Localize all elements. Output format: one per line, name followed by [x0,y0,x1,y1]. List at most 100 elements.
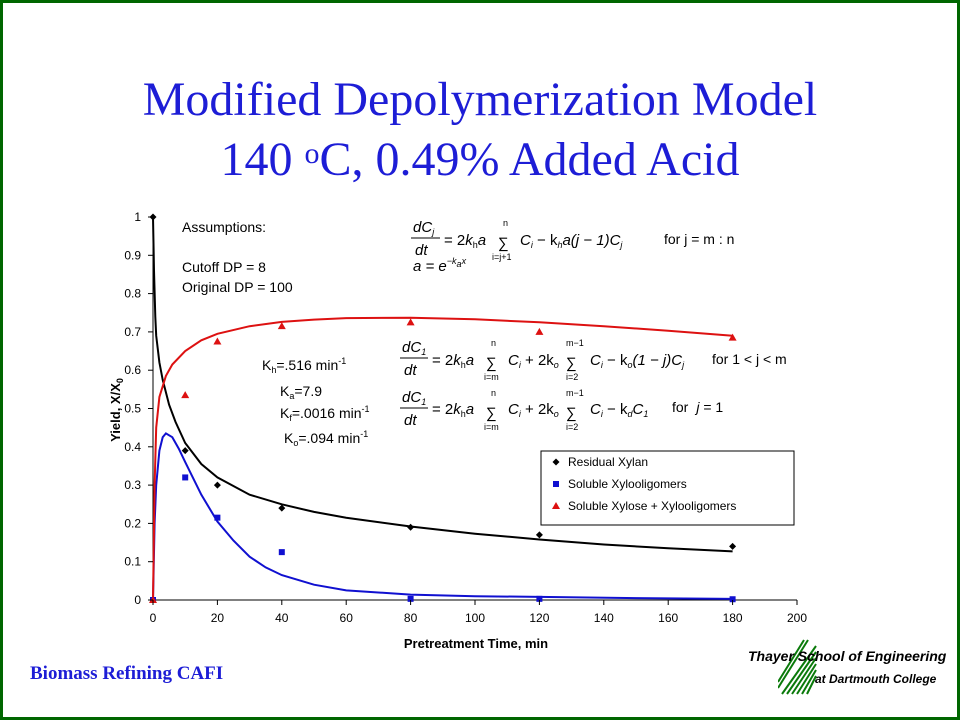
svg-text:dC1: dC1 [402,339,426,357]
residual-xylan-point [181,447,189,455]
cutoff-dp-label: Cutoff DP = 8 [182,259,266,275]
svg-text:Ci + 2ko: Ci + 2ko [508,352,559,370]
equation-3: dC1 dt = 2kha ∑ n i=m Ci + 2ko ∑ m−1 i=2… [400,388,648,432]
x-tick-label: 200 [787,611,807,625]
soluble-xylooligomers-fit-line [152,432,733,601]
svg-text:n: n [491,388,496,398]
svg-text:Ci − kdC1: Ci − kdC1 [590,401,648,419]
x-tick-label: 160 [658,611,678,625]
svg-text:m−1: m−1 [566,388,584,398]
data-points [149,213,737,603]
svg-text:Ci − ko(1 − j)Cj: Ci − ko(1 − j)Cj [590,352,685,370]
soluble-xylose-xylooligomers-point [728,333,737,341]
soluble-xylose-xylooligomers-point [181,391,190,399]
residual-xylan-legend-marker [552,458,560,466]
x-tick-label: 0 [150,611,157,625]
condition-1: for j = m : n [664,231,734,247]
x-tick-label: 40 [275,611,289,625]
soluble-xylose-xylooligomers-point [406,318,415,326]
y-tick-label: 0.3 [124,478,141,492]
svg-text:∑: ∑ [486,405,497,422]
svg-text:Ci + 2ko: Ci + 2ko [508,401,559,419]
svg-text:dC1: dC1 [402,389,426,407]
x-tick-label: 20 [211,611,225,625]
x-axis-label: Pretreatment Time, min [404,636,548,651]
svg-text:m−1: m−1 [566,338,584,348]
svg-text:dCj: dCj [413,219,435,237]
residual-xylan-legend-label: Residual Xylan [568,455,648,469]
y-tick-label: 1 [134,210,141,224]
soluble-xylooligomers-point [278,549,285,556]
ko-label: Ko=.094 min-1 [284,429,368,448]
svg-text:i=m: i=m [484,422,499,432]
title-conditions: C, 0.49% Added Acid [319,133,740,186]
legend-entries: Residual Xylan Soluble Xylooligomers Solub… [552,455,736,513]
legend: Residual Xylan Soluble Xylooligomers Solub… [540,450,795,526]
soluble-xylooligomers-point [214,514,221,521]
title-temp: 140 [220,133,305,186]
svg-text:dt: dt [415,242,428,259]
y-tick-label: 0.1 [124,555,141,569]
equation-2: dC1 dt = 2kha ∑ n i=m Ci + 2ko ∑ m−1 i=2… [400,338,685,382]
svg-text:n: n [491,338,496,348]
soluble-xylose-xylooligomers-legend-label: Soluble Xylose + Xylooligomers [568,499,736,513]
thayer-logo-line1: Thayer School of Engineering [748,648,947,664]
kh-label: Kh=.516 min-1 [262,356,346,375]
svg-text:= 2kha: = 2kha [432,401,474,419]
equation-1: dCj dt = 2kha ∑ n i=j+1 Ci − kha(j − 1)C… [411,218,623,275]
residual-xylan-point [213,481,221,489]
soluble-xylooligomers-point [729,596,736,603]
soluble-xylose-xylooligomers-point [277,322,286,330]
title-degree: o [304,137,320,170]
soluble-xylooligomers-legend-marker [553,481,559,487]
svg-text:∑: ∑ [498,235,509,252]
thayer-logo-icon [778,639,817,695]
soluble-xylose-xylooligomers-legend-marker [552,502,560,509]
assumptions-label: Assumptions: [182,219,266,235]
residual-xylan-point [278,504,286,512]
y-tick-label: 0.5 [124,402,141,416]
condition-3: for j = 1 [672,399,723,415]
soluble-xylose-xylooligomers-fit-line [152,316,733,601]
svg-text:dt: dt [404,412,417,429]
y-tick-label: 0.2 [124,516,141,530]
slide-title-line2: 140 oC, 0.49% Added Acid [0,132,960,188]
legend-box [540,450,795,526]
soluble-xylose-xylooligomers-point [535,327,544,335]
y-tick-label: 0.8 [124,287,141,301]
original-dp-label: Original DP = 100 [182,279,293,295]
svg-text:i=2: i=2 [566,372,578,382]
y-tick-label: 0.4 [124,440,141,454]
x-tick-label: 180 [723,611,743,625]
svg-text:dt: dt [404,362,417,379]
svg-text:i=2: i=2 [566,422,578,432]
y-axis-label: Yield, X/X0 [108,378,125,442]
svg-text:n: n [503,218,508,228]
footer-label: Biomass Refining CAFI [30,663,224,684]
fit-curves [152,216,733,601]
x-tick-label: 80 [404,611,418,625]
x-tick-label: 120 [529,611,549,625]
x-tick-label: 100 [465,611,485,625]
svg-text:∑: ∑ [566,405,577,422]
residual-xylan-point [535,531,543,539]
svg-text:∑: ∑ [566,355,577,372]
svg-text:i=j+1: i=j+1 [492,252,512,262]
svg-text:= 2kha: = 2kha [444,232,486,250]
soluble-xylose-xylooligomers-point [213,337,222,345]
residual-xylan-point [407,523,415,531]
svg-text:i=m: i=m [484,372,499,382]
svg-text:= 2kha: = 2kha [432,352,474,370]
soluble-xylooligomers-legend-label: Soluble Xylooligomers [568,477,687,491]
residual-xylan-fit-line [152,216,733,553]
y-tick-label: 0 [134,593,141,607]
slide-title-line1: Modified Depolymerization Model [142,73,818,126]
y-tick-label: 0.6 [124,363,141,377]
x-tick-label: 140 [594,611,614,625]
x-tick-label: 60 [340,611,354,625]
axis-ticks: 0 20 40 60 80 100 120 140 160 180 200 0 0.1 0.2 0.3 0.4… [124,210,807,625]
condition-2: for 1 < j < m [712,351,787,367]
kf-label: Kf=.0016 min-1 [280,404,370,423]
svg-text:a = e−kax: a = e−kax [413,256,467,275]
